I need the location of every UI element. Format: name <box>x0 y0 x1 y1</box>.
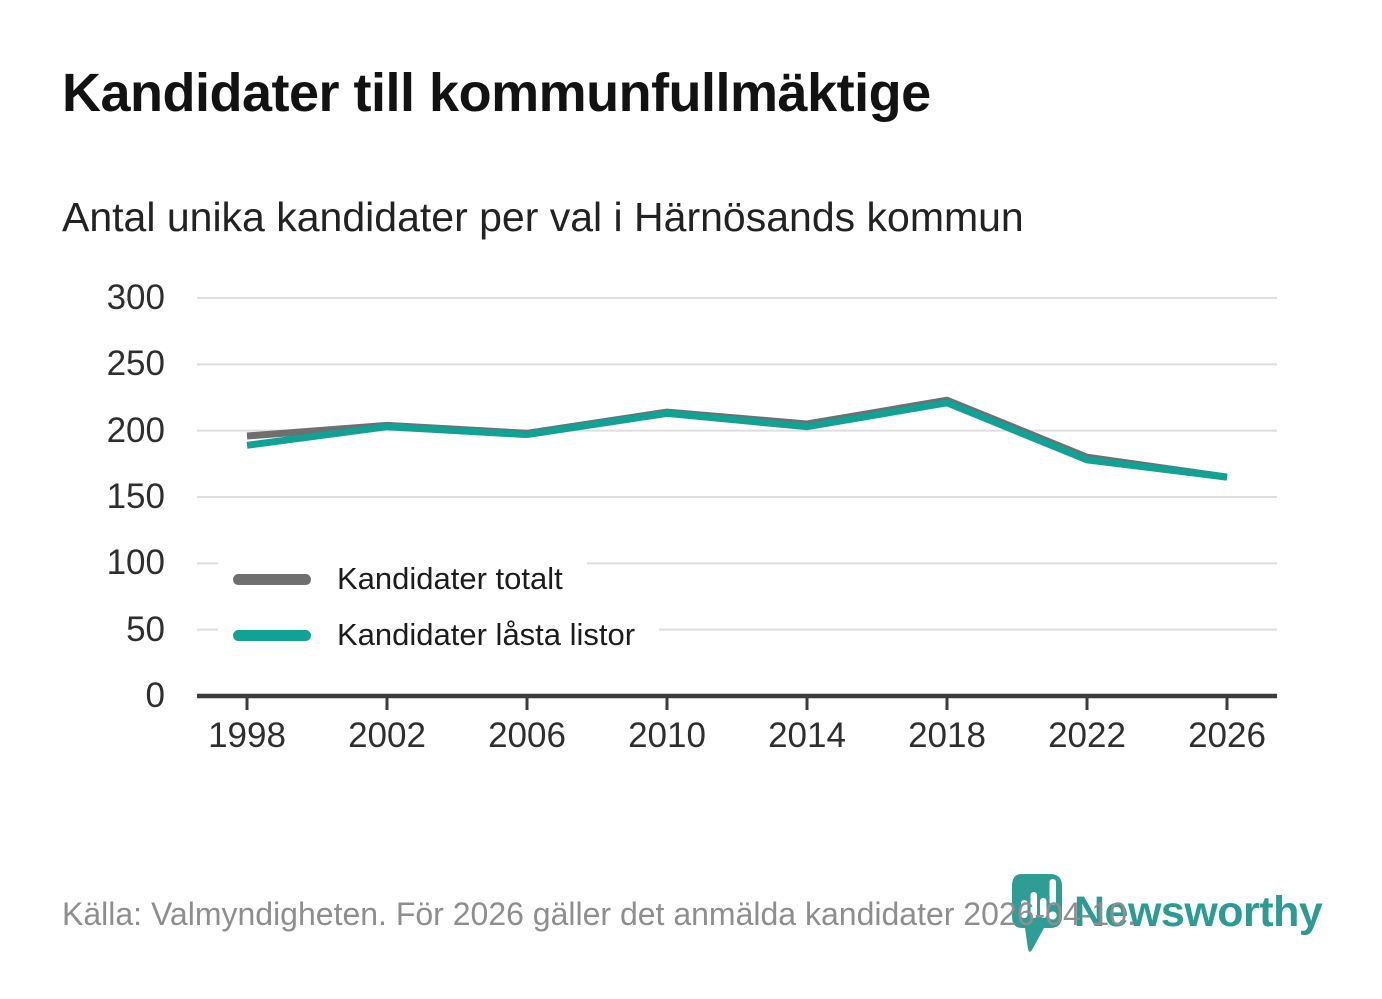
legend-label-lasta-listor: Kandidater låsta listor <box>337 617 636 652</box>
x-tick-label-2022: 2022 <box>1048 716 1126 755</box>
y-tick-label-150: 150 <box>106 477 165 516</box>
x-tick-label-2006: 2006 <box>488 716 566 755</box>
x-tick-label-2026: 2026 <box>1188 716 1266 755</box>
legend-swatch-gray <box>233 573 311 585</box>
chart-subtitle: Antal unika kandidater per val i Härnösa… <box>62 194 1024 240</box>
y-tick-label-0: 0 <box>145 676 165 715</box>
series-line-lasta-listor <box>246 399 1228 481</box>
x-tick-label-1998: 1998 <box>208 716 286 755</box>
y-tick-label-50: 50 <box>126 609 165 649</box>
y-tick-label-250: 250 <box>106 344 165 384</box>
x-tick-label-2018: 2018 <box>908 716 986 755</box>
x-tick-label-2010: 2010 <box>628 716 706 755</box>
series-line-totalt <box>246 396 1228 481</box>
legend-item-totalt: Kandidater totalt <box>218 553 587 605</box>
page-title: Kandidater till kommunfullmäktige <box>62 63 931 123</box>
x-tick-label-2014: 2014 <box>768 716 846 755</box>
x-axis <box>197 693 1277 710</box>
x-tick-label-2002: 2002 <box>348 716 426 755</box>
y-tick-label-100: 100 <box>106 543 165 583</box>
newsworthy-logo-icon <box>1012 874 1062 952</box>
source-note: Källa: Valmyndigheten. För 2026 gäller d… <box>62 896 1136 932</box>
newsworthy-wordmark: Newsworthy <box>1074 888 1323 936</box>
legend-swatch-teal <box>233 629 311 641</box>
series-lines <box>246 396 1228 481</box>
legend-item-lasta-listor: Kandidater låsta listor <box>218 609 660 661</box>
y-tick-label-200: 200 <box>106 410 165 450</box>
y-tick-label-300: 300 <box>106 278 165 317</box>
legend-label-totalt: Kandidater totalt <box>337 561 563 596</box>
